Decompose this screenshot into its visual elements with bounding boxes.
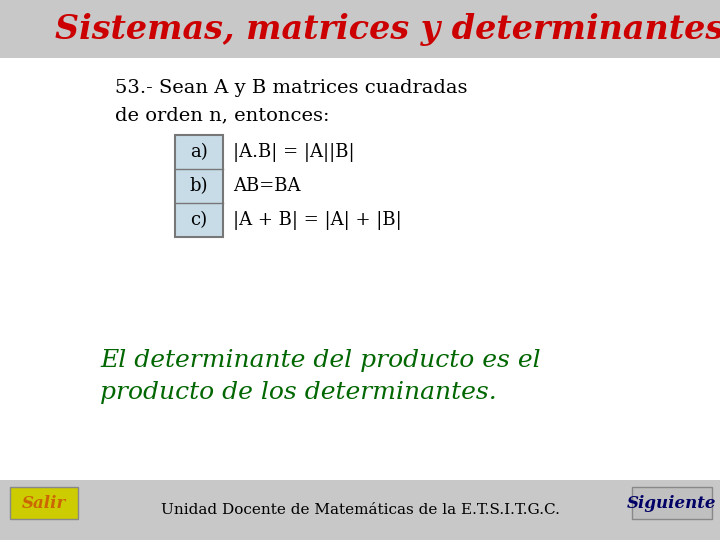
Bar: [175, 135, 223, 237]
Text: Salir: Salir: [22, 495, 66, 511]
Bar: [0, 0, 720, 58]
Text: c): c): [190, 211, 207, 229]
Text: 53.- Sean A y B matrices cuadradas: 53.- Sean A y B matrices cuadradas: [115, 79, 467, 97]
Text: Sistemas, matrices y determinantes: Sistemas, matrices y determinantes: [55, 12, 720, 45]
Text: Unidad Docente de Matemáticas de la E.T.S.I.T.G.C.: Unidad Docente de Matemáticas de la E.T.…: [161, 503, 559, 517]
Bar: [632, 487, 712, 519]
Bar: [175, 135, 223, 169]
Bar: [0, 480, 720, 540]
Bar: [10, 487, 78, 519]
Text: producto de los determinantes.: producto de los determinantes.: [100, 381, 497, 404]
Text: |A.B| = |A||B|: |A.B| = |A||B|: [233, 143, 355, 161]
Bar: [175, 203, 223, 237]
Text: Siguiente: Siguiente: [627, 495, 716, 511]
Text: a): a): [190, 143, 208, 161]
Text: de orden n, entonces:: de orden n, entonces:: [115, 106, 330, 124]
Bar: [175, 169, 223, 203]
Text: El determinante del producto es el: El determinante del producto es el: [100, 348, 541, 372]
Text: AB=BA: AB=BA: [233, 177, 300, 195]
Bar: [0, 58, 720, 480]
Text: b): b): [190, 177, 208, 195]
Text: |A + B| = |A| + |B|: |A + B| = |A| + |B|: [233, 211, 402, 229]
